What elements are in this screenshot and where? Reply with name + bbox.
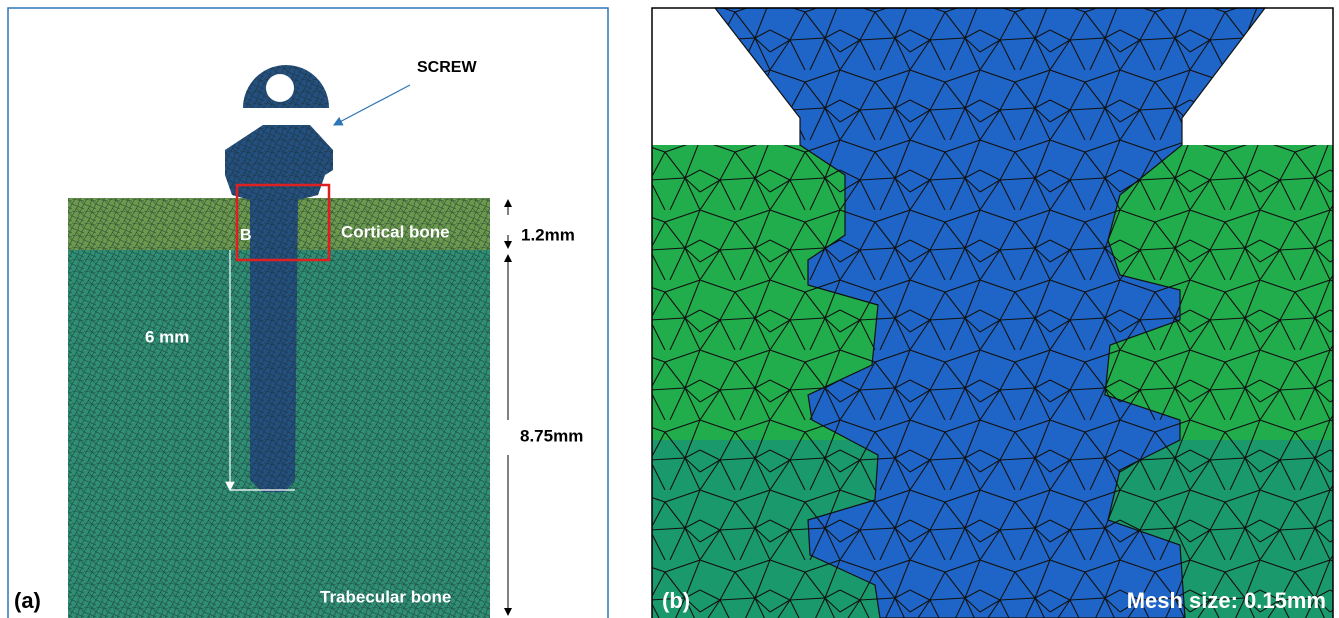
region-label: B — [240, 227, 252, 244]
figure: SCREW Cortical bone B 1.2mm 6 mm 8.75mm … — [0, 0, 1339, 618]
trabecular-thickness: 8.75mm — [520, 426, 583, 445]
screw-hole — [266, 74, 294, 102]
panel-label: (b) — [662, 588, 690, 613]
mesh-size-label: Mesh size: 0.15mm — [1127, 588, 1326, 613]
cortical-thickness: 1.2mm — [521, 225, 575, 244]
screw-label: SCREW — [417, 59, 477, 76]
screw-length: 6 mm — [145, 327, 189, 346]
panel-a: SCREW Cortical bone B 1.2mm 6 mm 8.75mm … — [8, 8, 608, 618]
panel-label: (a) — [14, 588, 41, 613]
trabecular-label: Trabecular bone — [320, 587, 451, 606]
cortical-label: Cortical bone — [341, 222, 450, 241]
panel-b: (b) Mesh size: 0.15mm — [652, 8, 1333, 618]
page: {"panel_a": {"label": "(a)", "screw": "S… — [0, 0, 1339, 618]
